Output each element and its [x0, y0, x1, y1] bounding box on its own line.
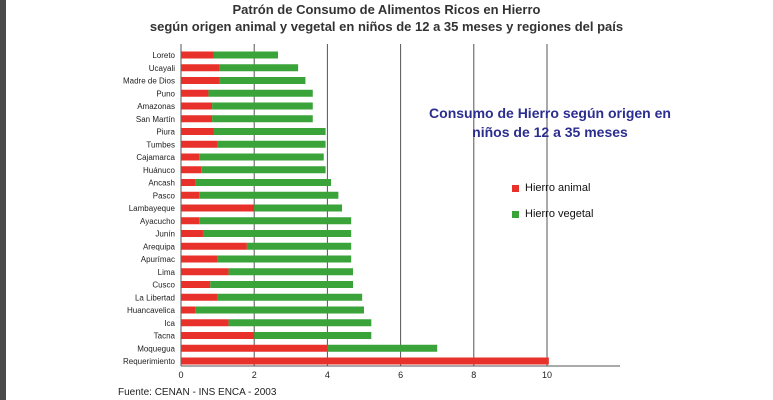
legend-label-vegetal: Hierro vegetal [525, 208, 594, 220]
y-tick-label-18: Cusco [152, 281, 175, 290]
bar-animal-20 [181, 306, 196, 314]
y-tick-label-14: Junín [155, 230, 175, 239]
y-tick-label-3: Puno [156, 89, 175, 98]
bar-animal-8 [181, 153, 200, 161]
bar-vegetal-10 [195, 179, 332, 186]
y-tick-label-6: Piura [156, 128, 175, 137]
bar-animal-5 [181, 115, 213, 123]
bar-vegetal-0 [213, 51, 278, 59]
bar-animal-23 [181, 344, 328, 352]
bar-animal-7 [181, 140, 218, 148]
chart-title: Patrón de Consumo de Alimentos Ricos en … [232, 2, 541, 17]
bar-vegetal-12 [254, 204, 343, 212]
y-tick-label-16: Apurímac [141, 255, 175, 264]
x-tick-label-4: 8 [471, 370, 476, 380]
bar-animal-17 [181, 268, 229, 276]
y-tick-label-15: Arequipa [143, 242, 176, 251]
bar-vegetal-23 [327, 344, 438, 352]
y-tick-label-19: La Libertad [135, 293, 175, 302]
bar-animal-16 [181, 255, 218, 263]
bar-vegetal-19 [217, 293, 363, 301]
bar-vegetal-5 [212, 115, 313, 123]
bar-animal-2 [181, 77, 220, 84]
bar-vegetal-22 [254, 332, 372, 339]
bar-vegetal-15 [246, 242, 352, 250]
bar-vegetal-9 [201, 166, 326, 174]
x-tick-label-2: 4 [325, 370, 330, 380]
y-tick-label-11: Pasco [153, 191, 176, 200]
bar-vegetal-4 [212, 102, 313, 110]
bar-vegetal-3 [208, 89, 313, 97]
bar-vegetal-18 [210, 281, 354, 288]
y-tick-label-21: Ica [164, 319, 175, 328]
y-tick-label-9: Huánuco [143, 166, 176, 175]
chart-annotation: Consumo de Hierro según origen en niños … [429, 105, 671, 140]
bar-vegetal-2 [219, 77, 306, 84]
bar-vegetal-17 [228, 268, 354, 276]
y-tick-label-13: Ayacucho [140, 217, 176, 226]
bar-animal-18 [181, 281, 211, 288]
y-tick-label-4: Amazonas [137, 102, 175, 111]
chart-subtitle: según origen animal y vegetal en niños d… [149, 19, 624, 34]
left-edge-strip [0, 0, 6, 400]
x-tick-label-5: 10 [542, 370, 552, 380]
y-tick-label-22: Tacna [154, 332, 176, 341]
y-tick-label-24: Requerimiento [123, 357, 176, 366]
bar-animal-22 [181, 332, 255, 339]
bar-vegetal-14 [202, 230, 352, 237]
x-tick-label-3: 6 [398, 370, 403, 380]
legend-item-vegetal: Hierro vegetal [512, 208, 593, 220]
bar-animal-21 [181, 319, 229, 327]
y-tick-label-0: Loreto [152, 51, 175, 60]
y-tick-label-8: Cajamarca [136, 153, 175, 162]
y-tick-label-20: Huancavelica [127, 306, 176, 315]
bar-animal-14 [181, 230, 203, 237]
bar-animal-11 [181, 191, 200, 199]
bar-animal-12 [181, 204, 255, 212]
legend-item-animal: Hierro animal [512, 182, 590, 194]
legend-label-animal: Hierro animal [525, 182, 591, 194]
bar-animal-13 [181, 217, 200, 225]
bar-vegetal-1 [219, 64, 299, 72]
bar-animal-4 [181, 102, 213, 110]
bar-vegetal-11 [199, 191, 339, 199]
bar-animal-15 [181, 242, 247, 250]
x-tick-label-0: 0 [178, 370, 183, 380]
bar-animal-0 [181, 51, 214, 59]
legend-swatch-animal [512, 184, 519, 192]
y-tick-label-17: Lima [158, 268, 176, 277]
bar-animal-1 [181, 64, 220, 72]
x-tick-label-1: 2 [252, 370, 257, 380]
y-tick-label-23: Moquegua [137, 344, 175, 353]
bar-animal-3 [181, 89, 209, 97]
bar-animal-10 [181, 179, 196, 186]
bar-vegetal-16 [217, 255, 352, 263]
bar-vegetal-6 [213, 128, 326, 135]
y-tick-label-5: San Martín [136, 115, 175, 124]
bar-vegetal-8 [199, 153, 324, 161]
bar-vegetal-20 [195, 306, 364, 314]
y-tick-label-10: Ancash [148, 179, 175, 188]
bar-animal-6 [181, 128, 214, 135]
y-tick-label-12: Lambayeque [129, 204, 176, 213]
y-tick-label-2: Madre de Dios [123, 77, 175, 86]
bar-animal-19 [181, 293, 218, 301]
bar-vegetal-21 [228, 319, 372, 327]
legend-swatch-vegetal [512, 210, 519, 218]
bar-animal-9 [181, 166, 202, 174]
y-tick-label-1: Ucayali [149, 64, 175, 73]
bar-animal-24 [181, 357, 549, 365]
bar-vegetal-13 [199, 217, 352, 225]
bar-vegetal-7 [217, 140, 326, 148]
y-tick-label-7: Tumbes [146, 140, 175, 149]
source-note: Fuente: CENAN - INS ENCA - 2003 [118, 387, 277, 398]
